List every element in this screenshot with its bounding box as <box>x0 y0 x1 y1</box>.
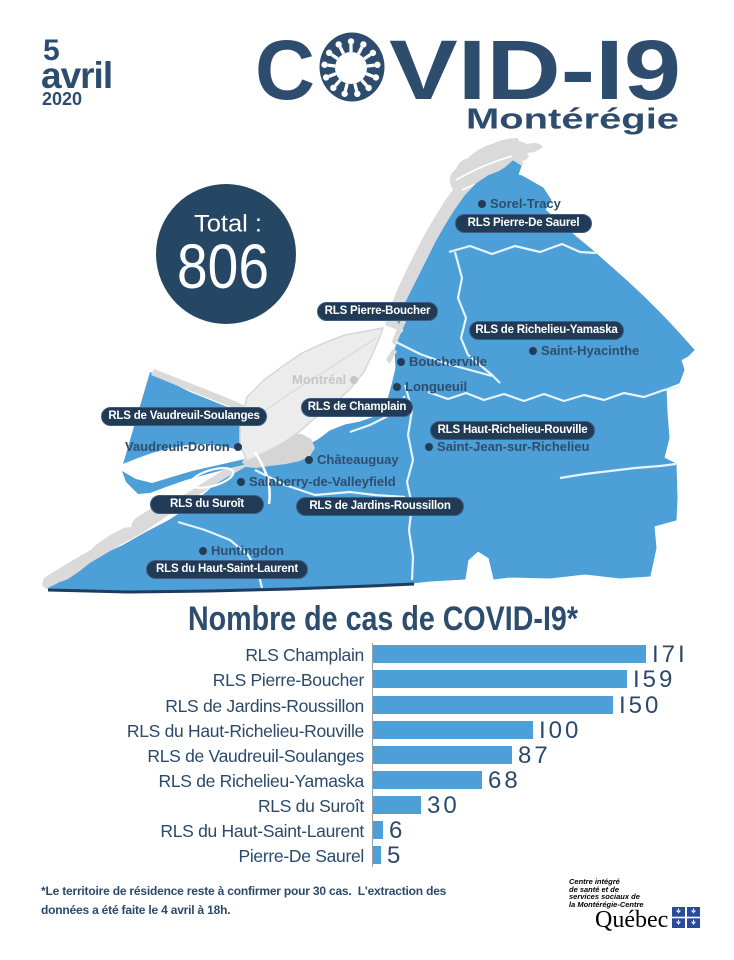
svg-text:2020: 2020 <box>42 89 82 109</box>
svg-text:Nombre de cas de COVID-I9*: Nombre de cas de COVID-I9* <box>188 600 579 638</box>
svg-text:VID-I9: VID-I9 <box>389 23 681 117</box>
svg-text:Montérégie: Montérégie <box>466 104 679 136</box>
svg-text:806: 806 <box>177 232 269 302</box>
svg-text:avril: avril <box>41 55 112 96</box>
svg-text:C: C <box>255 23 315 117</box>
svg-text:Total :: Total : <box>194 211 262 238</box>
svg-text:5: 5 <box>43 34 60 67</box>
